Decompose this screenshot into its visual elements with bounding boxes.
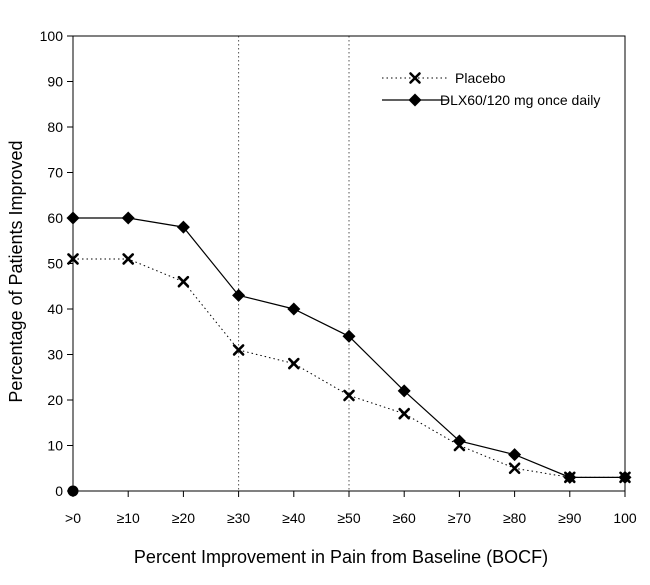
point-1-9 xyxy=(563,470,577,484)
legend: Placebo DLX60/120 mg once daily xyxy=(382,70,600,108)
point-1-4 xyxy=(287,302,301,316)
x-tick-label-9: ≥90 xyxy=(558,510,581,526)
extra-point-0 xyxy=(67,485,79,497)
legend-marker-placebo xyxy=(409,72,421,84)
x-axis: >0 ≥10 ≥20 ≥30 ≥40 ≥50 ≥60 ≥70 ≥80 ≥90 100 xyxy=(65,491,637,526)
legend-label-placebo: Placebo xyxy=(455,70,506,86)
point-0-2 xyxy=(177,275,190,288)
point-0-6 xyxy=(398,407,411,420)
x-tick-label-10: 100 xyxy=(613,510,637,526)
point-1-1 xyxy=(121,211,135,225)
x-tick-label-0: >0 xyxy=(65,510,81,526)
reference-lines xyxy=(238,36,350,491)
point-0-3 xyxy=(232,344,245,356)
point-0-0 xyxy=(67,253,79,265)
y-tick-label-7: 70 xyxy=(47,165,63,181)
x-axis-title: Percent Improvement in Pain from Baselin… xyxy=(134,547,548,567)
point-1-6 xyxy=(397,384,411,398)
point-1-10 xyxy=(618,470,632,484)
y-tick-label-0: 0 xyxy=(55,483,63,499)
x-tick-label-4: ≥40 xyxy=(282,510,305,526)
legend-diamond-marker xyxy=(408,93,422,107)
y-tick-label-1: 10 xyxy=(47,438,63,454)
y-tick-label-2: 20 xyxy=(47,392,63,408)
y-tick-label-3: 30 xyxy=(47,347,63,363)
point-1-0 xyxy=(66,211,80,225)
series-layer xyxy=(66,211,632,497)
x-tick-label-6: ≥60 xyxy=(393,510,416,526)
x-tick-label-7: ≥70 xyxy=(448,510,471,526)
point-1-8 xyxy=(508,448,522,462)
point-1-7 xyxy=(452,434,466,448)
x-tick-label-8: ≥80 xyxy=(503,510,526,526)
y-tick-label-6: 60 xyxy=(47,210,63,226)
point-1-2 xyxy=(176,220,190,234)
x-tick-label-5: ≥50 xyxy=(337,510,360,526)
y-tick-label-9: 90 xyxy=(47,74,63,90)
legend-marker-dlx xyxy=(408,93,422,107)
point-1-5 xyxy=(342,329,356,343)
x-tick-label-1: ≥10 xyxy=(117,510,140,526)
point-0-1 xyxy=(122,253,134,265)
legend-x-marker xyxy=(409,72,421,84)
legend-label-dlx: DLX60/120 mg once daily xyxy=(440,92,600,108)
y-tick-label-4: 40 xyxy=(47,301,63,317)
point-0-8 xyxy=(508,462,521,475)
y-tick-label-5: 50 xyxy=(47,256,63,272)
point-1-3 xyxy=(232,288,246,302)
y-tick-label-10: 100 xyxy=(40,28,64,44)
point-0-4 xyxy=(287,357,300,370)
x-tick-label-2: ≥20 xyxy=(172,510,195,526)
y-axis: 0 10 20 30 40 50 60 70 80 90 100 xyxy=(40,28,73,499)
y-tick-label-8: 80 xyxy=(47,119,63,135)
y-axis-title: Percentage of Patients Improved xyxy=(6,140,26,402)
x-tick-label-3: ≥30 xyxy=(227,510,250,526)
series-line-0 xyxy=(73,258,625,478)
point-0-5 xyxy=(343,389,355,402)
